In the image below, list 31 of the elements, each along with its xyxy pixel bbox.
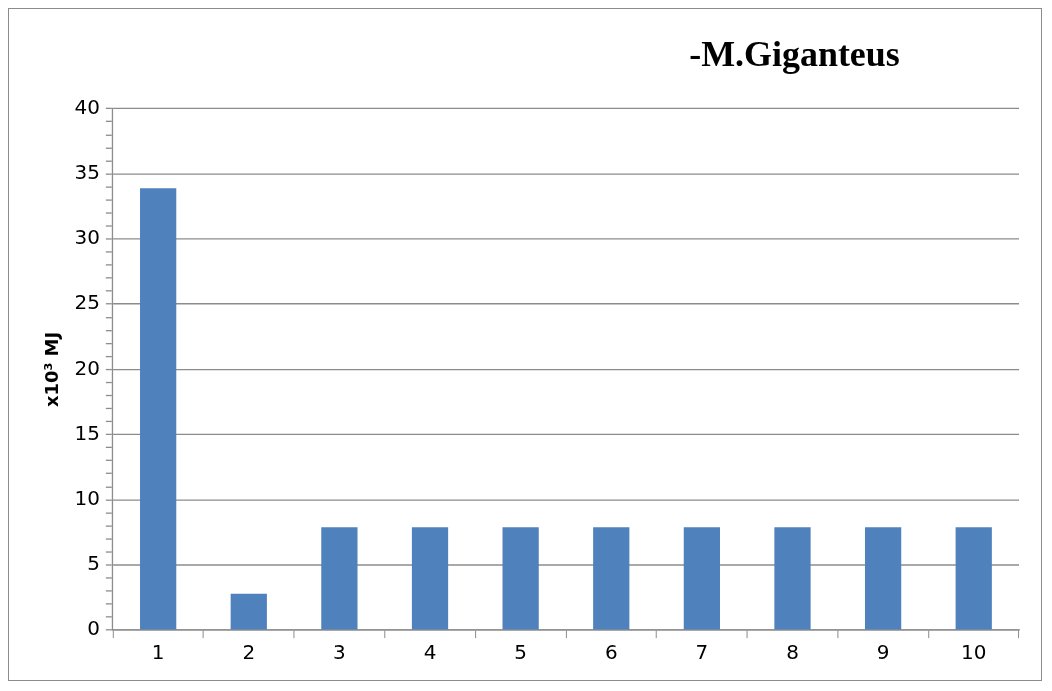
bar	[140, 188, 177, 630]
bar	[593, 527, 630, 630]
x-tick-label: 2	[242, 640, 256, 665]
y-tick-label: 20	[74, 355, 100, 380]
x-tick-label: 8	[786, 640, 799, 665]
bar	[502, 527, 539, 630]
x-tick-label: 3	[333, 640, 346, 665]
y-tick-label: 10	[74, 485, 100, 510]
x-tick-label: 1	[151, 640, 165, 665]
bar	[230, 593, 267, 630]
y-tick-label: 35	[74, 160, 100, 185]
bar	[683, 527, 720, 630]
x-tick-label: 4	[423, 640, 437, 665]
y-axis-title: x10³ MJ	[41, 331, 63, 407]
y-tick-label: 5	[87, 551, 100, 576]
y-tick-label: 0	[87, 616, 100, 641]
y-tick-label: 30	[74, 225, 100, 250]
x-tick-label: 9	[876, 640, 890, 665]
bar	[774, 527, 811, 630]
bar	[411, 527, 449, 630]
x-tick-label: 6	[604, 640, 618, 665]
x-tick-label: 5	[514, 640, 527, 665]
bar	[864, 527, 902, 630]
bar	[955, 527, 992, 630]
x-tick-label: 7	[695, 640, 709, 665]
y-tick-label: 15	[74, 420, 100, 445]
chart-title: -M.Giganteus	[689, 34, 900, 75]
bar	[321, 527, 358, 630]
y-tick-label: 40	[74, 94, 100, 119]
x-tick-label: 10	[961, 640, 987, 665]
y-tick-label: 25	[74, 290, 100, 315]
